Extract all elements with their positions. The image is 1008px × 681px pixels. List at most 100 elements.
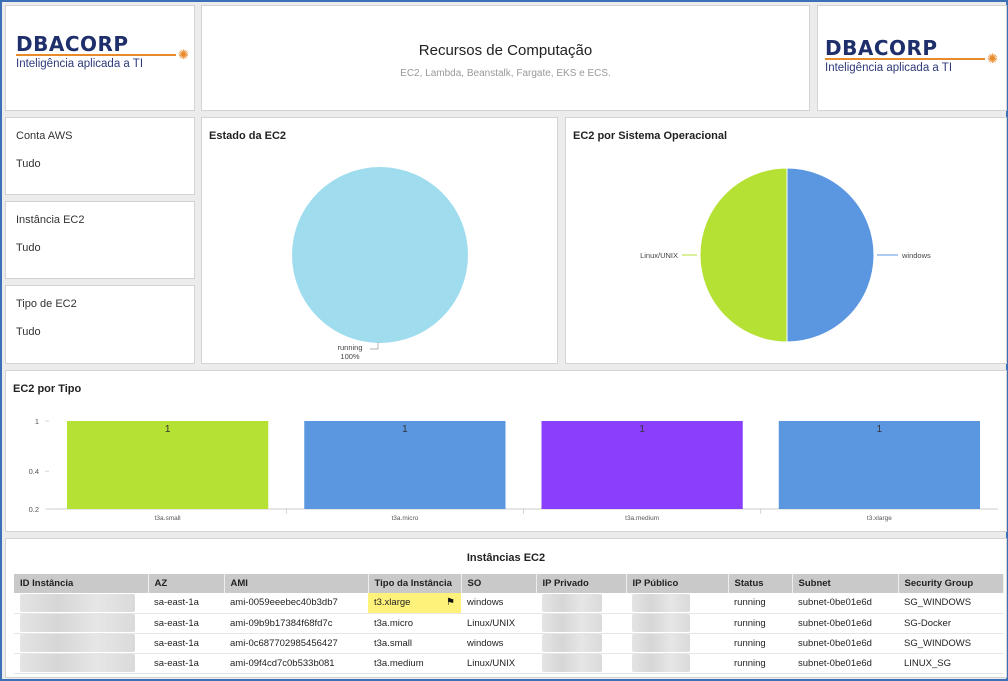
filter-value[interactable]: Tudo [16,242,41,254]
x-tick-label: t3.xlarge [867,515,892,522]
bar-t3.xlarge [778,421,980,509]
cell-ip-privado-redacted [536,593,626,614]
table-title: Instâncias EC2 [466,552,546,564]
chart-card-estado-ec2: Estado da EC2 running 100% [201,117,558,364]
cell-az: sa-east-1a [148,633,224,654]
chart-title: Estado da EC2 [209,130,287,142]
sun-icon: ✺ [987,51,998,66]
slice-value: 100% [340,352,360,361]
table-header-row: ID Instância AZ AMI Tipo da Instância SO… [14,574,1004,593]
cell-ami: ami-09f4cd7c0b533b081 [224,653,368,674]
instances-table: ID Instância AZ AMI Tipo da Instância SO… [14,574,1004,674]
cell-ip-privado-redacted [536,633,626,654]
filter-label: Instância EC2 [16,214,85,226]
leader-line [370,342,379,350]
logo-card-right: DBACORP ✺ Inteligência aplicada a TI [817,5,1007,111]
bar-t3a.small [67,421,269,509]
filter-value[interactable]: Tudo [16,326,41,338]
cell-status: running [728,593,792,614]
bar-value-label: 1 [165,424,171,435]
bar-value-label: 1 [402,424,408,435]
y-tick-label: 0.4 [29,467,39,476]
header-card: Recursos de Computação EC2, Lambda, Bean… [201,5,810,111]
bar-value-label: 1 [639,424,645,435]
cell-tipo[interactable]: t3.xlarge ⚑ [368,593,461,614]
chart-title: EC2 por Tipo [13,383,82,395]
cell-ami: ami-0c687702985456427 [224,633,368,654]
page-title: Recursos de Computação [418,42,593,59]
filter-value[interactable]: Tudo [16,158,41,170]
pie-slice-running [292,167,468,343]
col-header-ip-privado[interactable]: IP Privado [536,574,627,593]
cell-az: sa-east-1a [148,613,224,634]
cell-ip-privado-redacted [536,653,626,674]
table-card-instancias: Instâncias EC2 ID Instância AZ AMI Tipo … [5,538,1007,678]
pie-slice-windows [786,167,875,343]
x-tick-label: t3a.medium [625,515,659,522]
cell-security-group: SG-Docker [898,613,1004,634]
cell-ip-publico-redacted [626,613,728,634]
logo-name: DBACORP [16,32,129,56]
cell-id-redacted [14,653,148,674]
slice-label: windows [901,251,931,260]
table-row[interactable]: sa-east-1a ami-0059eeebec40b3db7 t3.xlar… [14,593,1004,614]
cell-az: sa-east-1a [148,653,224,674]
col-header-status[interactable]: Status [728,574,793,593]
cell-security-group: SG_WINDOWS [898,593,1004,614]
filter-tipo-ec2[interactable]: Tipo de EC2 Tudo [5,285,195,364]
table-row[interactable]: sa-east-1a ami-09b9b17384f68fd7c t3a.mic… [14,613,1004,634]
cell-tipo: t3a.medium [368,653,461,674]
company-logo-left: DBACORP ✺ Inteligência aplicada a TI [16,32,189,70]
table-row[interactable]: sa-east-1a ami-09f4cd7c0b533b081 t3a.med… [14,653,1004,674]
sun-icon: ✺ [178,47,189,62]
col-header-ami[interactable]: AMI [224,574,369,593]
cell-subnet: subnet-0be01e6d [792,653,898,674]
cell-subnet: subnet-0be01e6d [792,613,898,634]
cell-ami: ami-09b9b17384f68fd7c [224,613,368,634]
slice-label: Linux/UNIX [640,251,678,260]
cell-so: windows [461,633,536,654]
cell-ip-publico-redacted [626,633,728,654]
filter-label: Conta AWS [16,130,73,142]
filter-conta-aws[interactable]: Conta AWS Tudo [5,117,195,195]
y-tick-label: 0.2 [29,505,39,514]
cell-so: Linux/UNIX [461,653,536,674]
col-header-security-group[interactable]: Security Group [898,574,1004,593]
logo-underline [16,54,176,56]
chart-card-ec2-tipo: EC2 por Tipo 1 0.4 0.2 1 t3a.small 1 t3a.micro… [5,370,1007,532]
col-header-id[interactable]: ID Instância [14,574,149,593]
cell-tipo: t3a.micro [368,613,461,634]
col-header-ip-publico[interactable]: IP Público [626,574,729,593]
cell-status: running [728,653,792,674]
cell-az: sa-east-1a [148,593,224,614]
flag-icon[interactable]: ⚑ [446,597,455,609]
pie-chart-so: windows Linux/UNIX [640,167,931,343]
col-header-tipo[interactable]: Tipo da Instância [368,574,462,593]
cell-so: windows [461,593,536,614]
cell-status: running [728,613,792,634]
cell-status: running [728,633,792,654]
cell-security-group: LINUX_SG [898,653,1004,674]
chart-title: EC2 por Sistema Operacional [573,130,728,142]
cell-tipo-text: t3.xlarge [374,597,411,609]
logo-tagline: Inteligência aplicada a TI [16,58,144,70]
col-header-az[interactable]: AZ [148,574,225,593]
filter-instancia-ec2[interactable]: Instância EC2 Tudo [5,201,195,279]
x-tick-label: t3a.micro [392,515,419,522]
table-row[interactable]: sa-east-1a ami-0c687702985456427 t3a.sma… [14,633,1004,654]
pie-slice-linuxunix [699,167,788,343]
logo-underline [825,58,985,60]
cell-id-redacted [14,593,148,614]
col-header-so[interactable]: SO [461,574,537,593]
cell-ip-privado-redacted [536,613,626,634]
page-subtitle: EC2, Lambda, Beanstalk, Fargate, EKS e E… [400,68,611,79]
col-header-subnet[interactable]: Subnet [792,574,899,593]
logo-tagline: Inteligência aplicada a TI [825,62,953,74]
cell-security-group: SG_WINDOWS [898,633,1004,654]
logo-card-left: DBACORP ✺ Inteligência aplicada a TI [5,5,195,111]
y-tick-label: 1 [35,417,39,426]
x-tick-label: t3a.small [155,515,182,522]
cell-so: Linux/UNIX [461,613,536,634]
